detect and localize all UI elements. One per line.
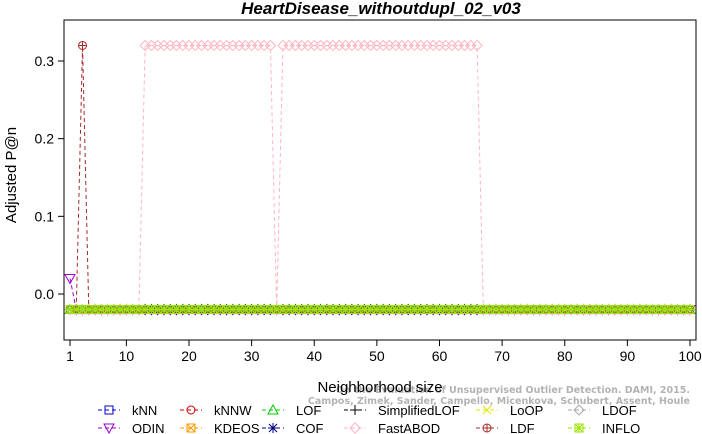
legend-item-ldf: LDF bbox=[476, 421, 535, 434]
legend-marker bbox=[186, 423, 196, 433]
legend-marker bbox=[482, 405, 492, 415]
y-tick-label: 0.0 bbox=[35, 286, 55, 302]
x-tick-label: 90 bbox=[620, 348, 636, 364]
plot-frame bbox=[63, 19, 697, 341]
data-point bbox=[78, 40, 88, 50]
series-line bbox=[70, 45, 690, 311]
legend-label: FastABOD bbox=[378, 421, 440, 434]
y-axis: 0.0 0.1 0.2 0.3 bbox=[35, 53, 64, 302]
legend-marker bbox=[268, 423, 278, 433]
data-point bbox=[471, 39, 483, 52]
legend-label: SimplifiedLOF bbox=[378, 403, 460, 418]
x-axis: 1 10 20 30 40 50 60 70 80 90 100 bbox=[66, 340, 702, 364]
legend-item-ldof: LDOF bbox=[568, 403, 637, 418]
legend-item-odin: ODIN bbox=[98, 421, 165, 434]
x-tick-label: 10 bbox=[119, 348, 135, 364]
legend-marker bbox=[103, 423, 115, 434]
y-axis-label: Adjusted P@n bbox=[3, 127, 20, 223]
legend-marker bbox=[267, 403, 279, 415]
series-line bbox=[70, 44, 690, 311]
x-tick-label: 80 bbox=[557, 348, 573, 364]
legend-marker bbox=[186, 405, 196, 415]
x-tick-label: 1 bbox=[66, 348, 74, 364]
series-inflo bbox=[65, 305, 695, 315]
x-tick-label: 30 bbox=[244, 348, 260, 364]
x-tick-label: 70 bbox=[494, 348, 510, 364]
plot-series bbox=[64, 39, 696, 316]
legend-marker bbox=[482, 423, 492, 433]
legend-label: KDEOS bbox=[214, 421, 260, 434]
legend-item-simplifiedlof: SimplifiedLOF bbox=[344, 403, 460, 418]
legend-label: LOF bbox=[296, 403, 321, 418]
series-fastabod bbox=[64, 39, 696, 316]
watermark-line1: Campos, Zimek, Sander, Campello, Micenko… bbox=[308, 396, 690, 407]
legend-marker bbox=[574, 423, 584, 433]
legend-marker bbox=[350, 405, 360, 415]
y-tick-label: 0.2 bbox=[35, 131, 55, 147]
legend-marker bbox=[349, 422, 361, 434]
legend-item-inflo: INFLO bbox=[568, 421, 640, 434]
legend: kNN kNNW LOF SimplifiedLOF LoOP LDOF ODIN KDEOS… bbox=[98, 403, 640, 434]
x-tick-label: 20 bbox=[181, 348, 197, 364]
legend-label: kNN bbox=[132, 403, 157, 418]
legend-label: kNNW bbox=[214, 403, 252, 418]
legend-item-knn: kNN bbox=[98, 403, 157, 418]
legend-marker bbox=[104, 405, 114, 415]
watermark-line2: On the Evaluation of Unsupervised Outlie… bbox=[336, 385, 690, 396]
legend-label: LoOP bbox=[510, 403, 543, 418]
data-point bbox=[64, 273, 76, 285]
x-tick-label: 40 bbox=[306, 348, 322, 364]
x-axis-label: Neighborhood size bbox=[317, 379, 442, 396]
legend-label: COF bbox=[296, 421, 324, 434]
chart-title: HeartDisease_withoutdupl_02_v03 bbox=[241, 0, 521, 18]
x-tick-label: 100 bbox=[678, 348, 702, 364]
legend-item-knnw: kNNW bbox=[180, 403, 252, 418]
legend-item-cof: COF bbox=[262, 421, 324, 434]
legend-label: LDOF bbox=[602, 403, 637, 418]
legend-marker bbox=[573, 404, 585, 416]
legend-item-loop: LoOP bbox=[476, 403, 543, 418]
series-ldf bbox=[65, 40, 695, 315]
legend-item-kdeos: KDEOS bbox=[180, 421, 260, 434]
legend-item-fastabod: FastABOD bbox=[344, 421, 440, 434]
y-tick-label: 0.1 bbox=[35, 208, 55, 224]
data-point bbox=[685, 305, 695, 315]
y-tick-label: 0.3 bbox=[35, 53, 55, 69]
legend-label: INFLO bbox=[602, 421, 640, 434]
x-tick-label: 60 bbox=[432, 348, 448, 364]
legend-label: LDF bbox=[510, 421, 535, 434]
data-point bbox=[264, 39, 277, 52]
legend-label: ODIN bbox=[132, 421, 165, 434]
x-tick-label: 50 bbox=[369, 348, 385, 364]
legend-item-lof: LOF bbox=[262, 403, 321, 418]
